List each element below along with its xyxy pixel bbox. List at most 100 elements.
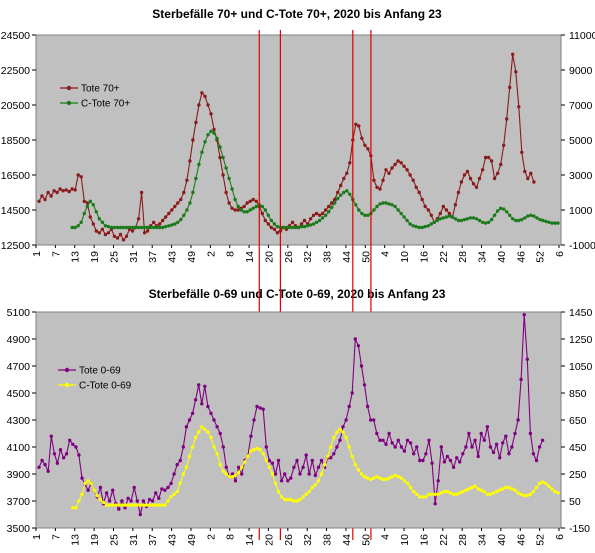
- data-point: [313, 483, 318, 487]
- data-point: [310, 485, 314, 490]
- data-point: [411, 178, 415, 182]
- data-point: [181, 472, 185, 476]
- data-point: [427, 438, 431, 442]
- data-point: [187, 418, 192, 422]
- data-point: [338, 427, 342, 432]
- data-point: [470, 485, 474, 490]
- data-point: [179, 197, 183, 202]
- x-tick-label: 19: [89, 534, 101, 546]
- data-point: [462, 173, 467, 177]
- x-tick-label: 22: [438, 251, 450, 263]
- data-point: [164, 215, 168, 219]
- legend-entry: Tote 0-69: [79, 366, 121, 377]
- data-point: [267, 458, 271, 463]
- data-point: [182, 213, 186, 217]
- data-point: [249, 434, 253, 438]
- x-tick-label: 44: [341, 251, 353, 263]
- data-point: [544, 219, 548, 224]
- data-point: [169, 481, 173, 486]
- data-point: [507, 485, 511, 490]
- data-point: [286, 497, 290, 502]
- data-point: [194, 120, 198, 125]
- data-point: [299, 222, 304, 226]
- data-point: [421, 495, 425, 499]
- x-tick-label: 49: [186, 251, 198, 263]
- data-point: [130, 225, 135, 230]
- data-point: [133, 225, 138, 230]
- data-point: [354, 122, 358, 127]
- data-point: [97, 231, 102, 235]
- data-point: [115, 225, 120, 230]
- data-point: [522, 493, 526, 498]
- data-point: [191, 190, 195, 195]
- data-point: [335, 430, 339, 434]
- data-point: [61, 189, 65, 193]
- data-point: [224, 472, 228, 476]
- data-point: [375, 204, 379, 209]
- data-point: [511, 52, 515, 56]
- x-tick-label: 4: [380, 251, 392, 257]
- data-point: [465, 169, 470, 174]
- data-point: [83, 481, 87, 486]
- data-point: [310, 458, 314, 463]
- x-tick-label: 40: [496, 534, 508, 546]
- data-point: [261, 407, 265, 411]
- data-point: [390, 166, 394, 170]
- data-point: [267, 465, 271, 469]
- left-tick-label: 4700: [7, 361, 31, 373]
- data-point: [154, 491, 158, 495]
- x-tick-label: 25: [108, 534, 120, 546]
- data-point: [279, 479, 284, 483]
- data-point: [74, 506, 78, 510]
- data-point: [135, 503, 139, 507]
- data-point: [520, 217, 524, 222]
- data-point: [399, 211, 403, 216]
- data-point: [319, 458, 324, 463]
- data-point: [88, 215, 93, 219]
- legend-entry: C-Tote 0-69: [79, 381, 132, 392]
- data-point: [537, 481, 542, 486]
- data-point: [224, 190, 228, 195]
- data-point: [453, 217, 458, 221]
- right-tick-label: 11000: [569, 30, 595, 42]
- data-point: [441, 216, 445, 220]
- data-point: [399, 161, 403, 165]
- data-point: [505, 117, 509, 121]
- data-point: [519, 377, 523, 382]
- data-point: [517, 218, 521, 223]
- data-point: [215, 136, 219, 140]
- data-point: [464, 445, 468, 449]
- data-point: [508, 85, 512, 90]
- data-point: [80, 476, 84, 480]
- x-tick-label: 14: [244, 534, 256, 546]
- data-point: [86, 488, 90, 492]
- data-point: [127, 225, 132, 230]
- data-point: [456, 190, 461, 195]
- data-point: [362, 475, 367, 479]
- data-point: [311, 213, 316, 217]
- data-point: [139, 225, 144, 230]
- data-point: [327, 210, 331, 214]
- data-point: [197, 430, 201, 434]
- data-point: [483, 221, 488, 225]
- data-point: [415, 492, 419, 496]
- data-point: [88, 199, 93, 203]
- data-point: [106, 224, 111, 229]
- data-point: [341, 425, 345, 429]
- data-point: [239, 208, 243, 212]
- data-point: [155, 225, 159, 230]
- data-point: [519, 492, 523, 496]
- data-point: [360, 211, 364, 216]
- data-point: [209, 435, 213, 440]
- data-point: [120, 503, 124, 507]
- data-point: [366, 213, 370, 217]
- data-point: [418, 495, 422, 499]
- x-tick-label: 6: [554, 534, 566, 540]
- data-point: [46, 469, 50, 473]
- data-point: [209, 129, 213, 133]
- data-point: [150, 499, 155, 503]
- data-point: [423, 224, 427, 229]
- data-point: [270, 461, 275, 465]
- data-point: [109, 225, 114, 230]
